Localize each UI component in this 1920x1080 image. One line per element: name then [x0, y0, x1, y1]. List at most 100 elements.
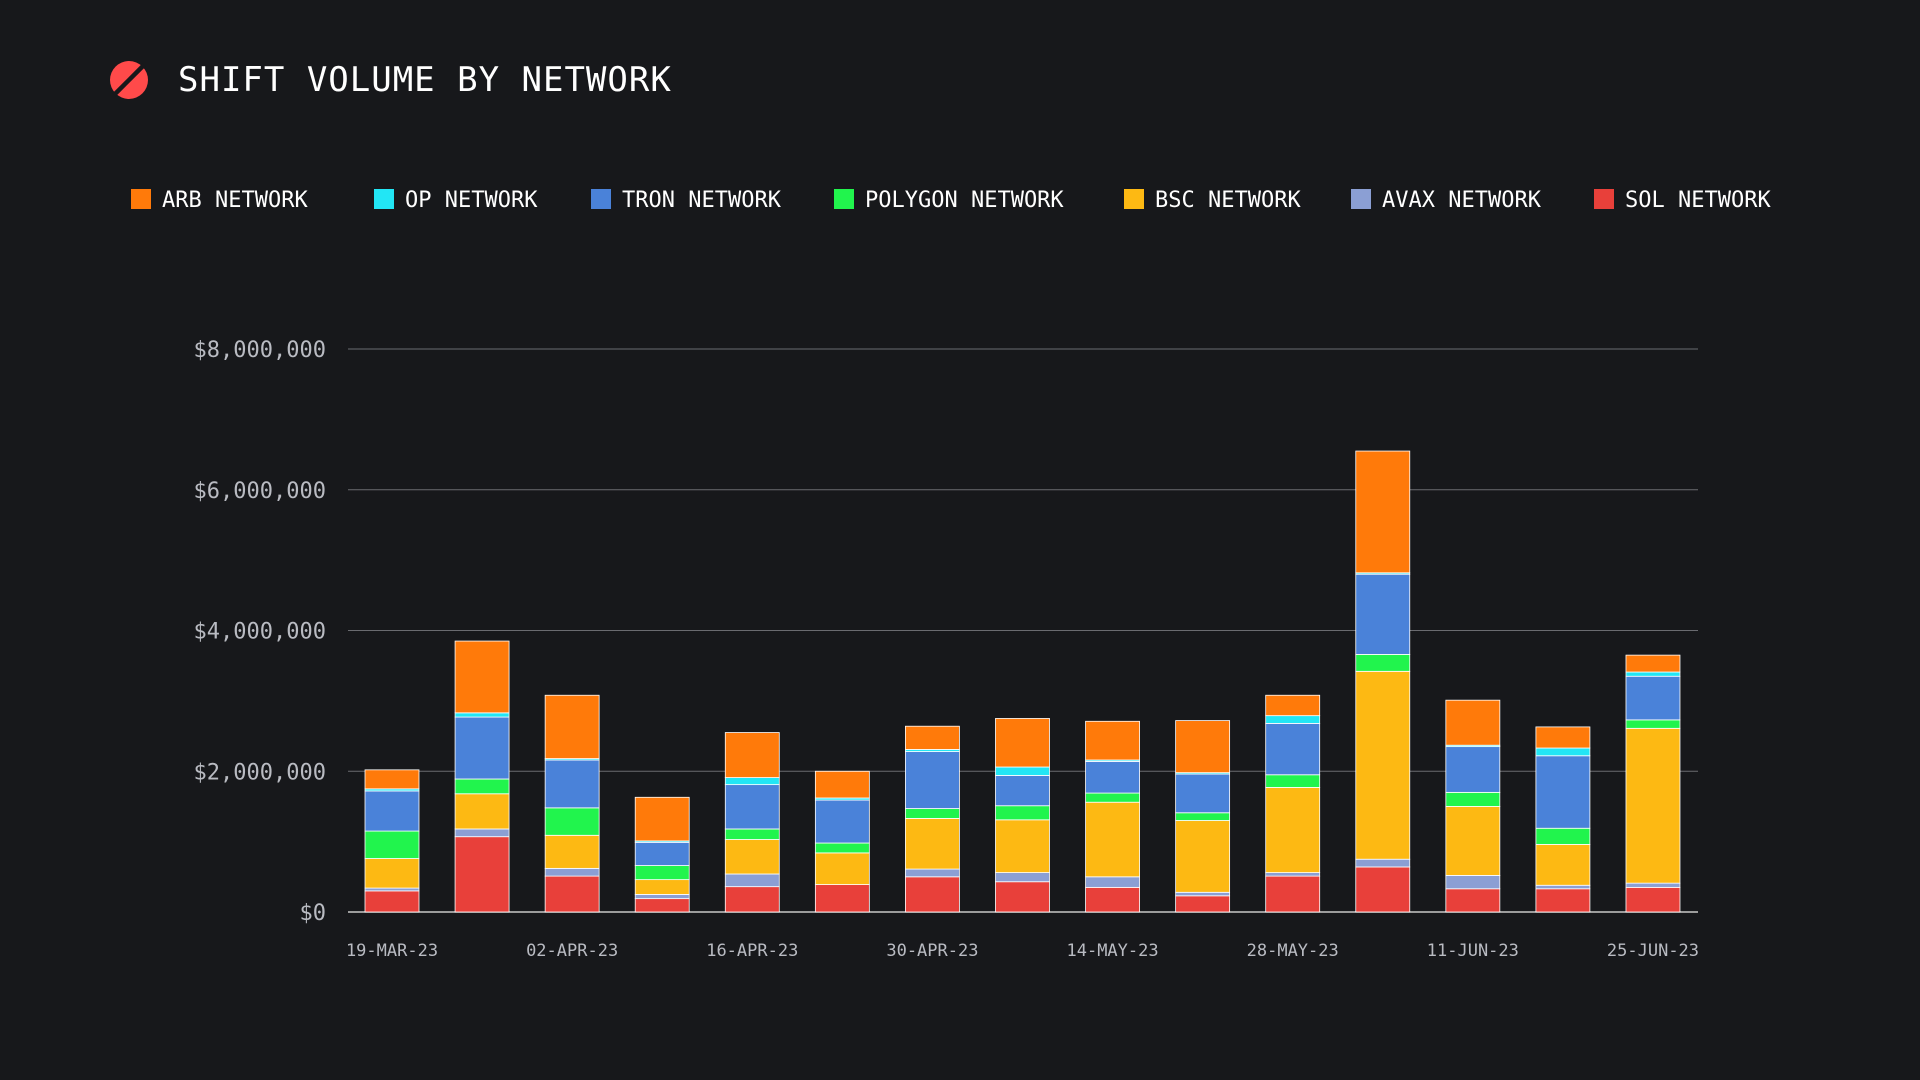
bar-stack[interactable]	[1625, 654, 1681, 913]
bar-segment[interactable]	[1535, 747, 1591, 757]
bar-segment[interactable]	[1265, 715, 1321, 724]
bar-segment[interactable]	[454, 828, 510, 838]
bar-segment[interactable]	[814, 884, 870, 913]
bar-segment[interactable]	[1175, 720, 1231, 774]
bar-segment[interactable]	[634, 894, 690, 900]
bar-segment[interactable]	[995, 766, 1050, 776]
legend-item[interactable]: OP NETWORK	[374, 188, 538, 213]
bar-segment[interactable]	[1175, 812, 1231, 821]
bar-segment[interactable]	[1535, 827, 1591, 845]
bar-segment[interactable]	[1535, 726, 1591, 749]
bar-segment[interactable]	[364, 790, 420, 832]
bar-segment[interactable]	[1625, 671, 1681, 677]
bar-segment[interactable]	[1535, 755, 1591, 829]
bar-segment[interactable]	[1625, 882, 1681, 888]
bar-segment[interactable]	[905, 725, 960, 750]
bar-segment[interactable]	[1445, 875, 1501, 890]
bar-segment[interactable]	[1265, 694, 1321, 717]
bar-stack[interactable]	[724, 732, 780, 913]
bar-segment[interactable]	[995, 872, 1050, 883]
bar-segment[interactable]	[814, 799, 870, 844]
bar-segment[interactable]	[1265, 722, 1321, 776]
bar-stack[interactable]	[814, 770, 870, 913]
legend-item[interactable]: ARB NETWORK	[131, 188, 308, 213]
bar-segment[interactable]	[1355, 858, 1411, 868]
bar-segment[interactable]	[1445, 746, 1501, 793]
bar-segment[interactable]	[544, 875, 600, 913]
bar-stack[interactable]	[634, 796, 690, 913]
bar-segment[interactable]	[905, 818, 960, 870]
bar-segment[interactable]	[634, 841, 690, 866]
bar-segment[interactable]	[1625, 654, 1681, 673]
bar-segment[interactable]	[634, 879, 690, 895]
bar-stack[interactable]	[1085, 720, 1140, 913]
bar-segment[interactable]	[364, 858, 420, 889]
bar-segment[interactable]	[364, 890, 420, 913]
bar-segment[interactable]	[814, 770, 870, 799]
bar-segment[interactable]	[1625, 675, 1681, 721]
bar-segment[interactable]	[1625, 719, 1681, 729]
bar-segment[interactable]	[1445, 888, 1501, 913]
bar-segment[interactable]	[724, 839, 780, 875]
legend-item[interactable]: SOL NETWORK	[1594, 188, 1771, 213]
bar-segment[interactable]	[454, 640, 510, 714]
bar-segment[interactable]	[724, 828, 780, 840]
bar-segment[interactable]	[905, 876, 960, 913]
bar-segment[interactable]	[544, 807, 600, 836]
bar-segment[interactable]	[1355, 450, 1411, 574]
bar-segment[interactable]	[724, 732, 780, 778]
bar-segment[interactable]	[544, 867, 600, 877]
bar-segment[interactable]	[454, 778, 510, 795]
bar-segment[interactable]	[1265, 872, 1321, 877]
bar-segment[interactable]	[1085, 886, 1140, 913]
bar-segment[interactable]	[724, 873, 780, 888]
bar-stack[interactable]	[1445, 699, 1501, 913]
bar-segment[interactable]	[364, 830, 420, 859]
bar-segment[interactable]	[1535, 884, 1591, 890]
bar-segment[interactable]	[1265, 774, 1321, 788]
bar-segment[interactable]	[814, 842, 870, 854]
bar-segment[interactable]	[1085, 801, 1140, 878]
bar-segment[interactable]	[1445, 699, 1501, 746]
bar-segment[interactable]	[1175, 773, 1231, 814]
bar-stack[interactable]	[544, 694, 600, 913]
bar-segment[interactable]	[1085, 792, 1140, 803]
bar-segment[interactable]	[634, 898, 690, 913]
bar-segment[interactable]	[724, 784, 780, 830]
legend-item[interactable]: BSC NETWORK	[1124, 188, 1301, 213]
bar-segment[interactable]	[1085, 720, 1140, 761]
bar-segment[interactable]	[1535, 888, 1591, 913]
bar-segment[interactable]	[634, 796, 690, 842]
bar-segment[interactable]	[1175, 820, 1231, 893]
bar-segment[interactable]	[454, 712, 510, 718]
bar-stack[interactable]	[1535, 726, 1591, 913]
legend-item[interactable]: POLYGON NETWORK	[834, 188, 1064, 213]
bar-segment[interactable]	[995, 881, 1050, 913]
bar-segment[interactable]	[544, 834, 600, 869]
bar-segment[interactable]	[1265, 787, 1321, 873]
bar-segment[interactable]	[1355, 573, 1411, 655]
bar-stack[interactable]	[1265, 694, 1321, 913]
bar-segment[interactable]	[1085, 760, 1140, 794]
bar-stack[interactable]	[1175, 720, 1231, 913]
legend-item[interactable]: AVAX NETWORK	[1351, 188, 1542, 213]
bar-segment[interactable]	[454, 716, 510, 780]
legend-item[interactable]: TRON NETWORK	[591, 188, 782, 213]
bar-segment[interactable]	[1355, 670, 1411, 860]
bar-stack[interactable]	[364, 769, 420, 913]
bar-segment[interactable]	[1175, 895, 1231, 913]
bar-segment[interactable]	[454, 836, 510, 913]
bar-stack[interactable]	[905, 725, 960, 913]
bar-segment[interactable]	[1625, 886, 1681, 913]
bar-segment[interactable]	[905, 808, 960, 819]
bar-segment[interactable]	[364, 887, 420, 892]
bar-segment[interactable]	[1265, 875, 1321, 913]
bar-segment[interactable]	[995, 805, 1050, 821]
bar-stack[interactable]	[995, 718, 1050, 913]
bar-segment[interactable]	[544, 759, 600, 809]
bar-segment[interactable]	[1445, 791, 1501, 807]
bar-segment[interactable]	[995, 819, 1050, 873]
bar-segment[interactable]	[724, 777, 780, 786]
bar-segment[interactable]	[905, 868, 960, 878]
bar-segment[interactable]	[1355, 866, 1411, 913]
